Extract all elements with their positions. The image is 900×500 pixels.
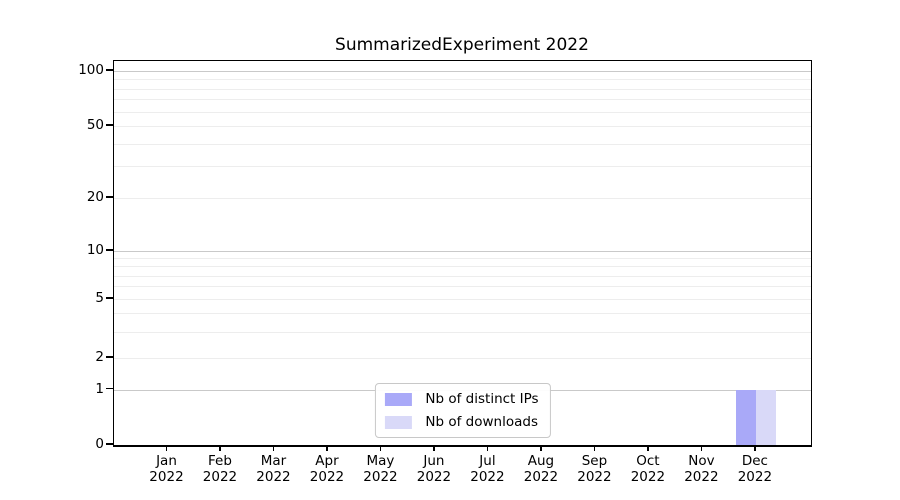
- x-tick: [165, 445, 168, 451]
- x-tick-label: Jul 2022: [470, 453, 505, 485]
- y-tick-label: 10: [86, 242, 104, 258]
- y-gridline-minor: [114, 286, 811, 288]
- x-tick: [486, 445, 489, 451]
- x-tick: [647, 445, 649, 451]
- y-tick: [106, 124, 113, 126]
- legend-swatch: [384, 415, 412, 429]
- y-gridline-minor: [114, 266, 811, 268]
- y-tick: [106, 297, 113, 299]
- y-gridline-minor: [114, 88, 811, 90]
- y-tick-label: 20: [86, 189, 104, 205]
- y-gridline-minor: [114, 143, 811, 145]
- y-tick: [106, 356, 113, 358]
- x-tick: [272, 445, 275, 451]
- y-tick: [106, 443, 113, 445]
- legend-label: Nb of downloads: [425, 414, 538, 430]
- y-gridline-minor: [114, 99, 811, 101]
- x-tick-label: Sep 2022: [577, 453, 612, 485]
- legend: Nb of distinct IPs Nb of downloads: [374, 383, 551, 438]
- x-tick-label: Apr 2022: [309, 453, 345, 485]
- chart-title: SummarizedExperiment 2022: [335, 35, 589, 55]
- x-tick: [754, 445, 756, 451]
- x-tick-label: Feb 2022: [202, 453, 238, 485]
- y-gridline-minor: [114, 357, 811, 359]
- y-gridline-minor: [114, 275, 811, 277]
- x-tick-label: Oct 2022: [630, 453, 666, 485]
- y-tick-label: 50: [86, 117, 104, 133]
- y-gridline-major: [114, 251, 811, 252]
- legend-label: Nb of distinct IPs: [425, 391, 539, 407]
- x-tick: [540, 445, 542, 451]
- y-tick: [106, 196, 113, 198]
- x-tick: [379, 445, 382, 451]
- x-tick: [700, 445, 703, 451]
- y-tick-label: 0: [95, 436, 104, 452]
- y-tick: [106, 249, 113, 251]
- y-gridline-minor: [114, 126, 811, 127]
- y-gridline-minor: [114, 331, 811, 333]
- plot-area: Nb of distinct IPs Nb of downloads: [113, 60, 812, 447]
- legend-swatch: [384, 392, 412, 406]
- y-gridline-minor: [114, 258, 811, 260]
- y-gridline-minor: [114, 166, 811, 168]
- y-gridline-minor: [114, 111, 811, 113]
- y-tick-label: 5: [95, 290, 104, 306]
- x-tick-label: Aug 2022: [523, 453, 559, 485]
- bar-nb-of-distinct-ips: [735, 389, 756, 445]
- x-tick-label: May 2022: [363, 453, 398, 485]
- y-gridline-minor: [114, 299, 811, 300]
- x-tick: [219, 445, 221, 451]
- y-tick-label: 1: [95, 380, 104, 397]
- legend-item: Nb of distinct IPs: [384, 391, 539, 407]
- x-tick-label: Dec 2022: [737, 453, 773, 485]
- x-tick-label: Mar 2022: [256, 453, 291, 485]
- y-gridline-minor: [114, 313, 811, 315]
- y-tick: [106, 387, 113, 390]
- y-gridline-minor: [114, 79, 811, 81]
- legend-item: Nb of downloads: [384, 414, 538, 430]
- x-tick-label: Nov 2022: [684, 453, 719, 485]
- y-gridline-major: [114, 70, 811, 72]
- x-tick-label: Jun 2022: [416, 453, 452, 485]
- bar-nb-of-downloads: [755, 389, 776, 445]
- y-tick-label: 2: [95, 348, 104, 365]
- x-tick: [326, 445, 328, 451]
- x-tick: [593, 445, 596, 451]
- x-tick-label: Jan 2022: [149, 453, 184, 485]
- y-tick-label: 100: [78, 61, 104, 78]
- y-tick: [106, 69, 113, 71]
- y-gridline-minor: [114, 198, 811, 199]
- x-tick: [433, 445, 435, 451]
